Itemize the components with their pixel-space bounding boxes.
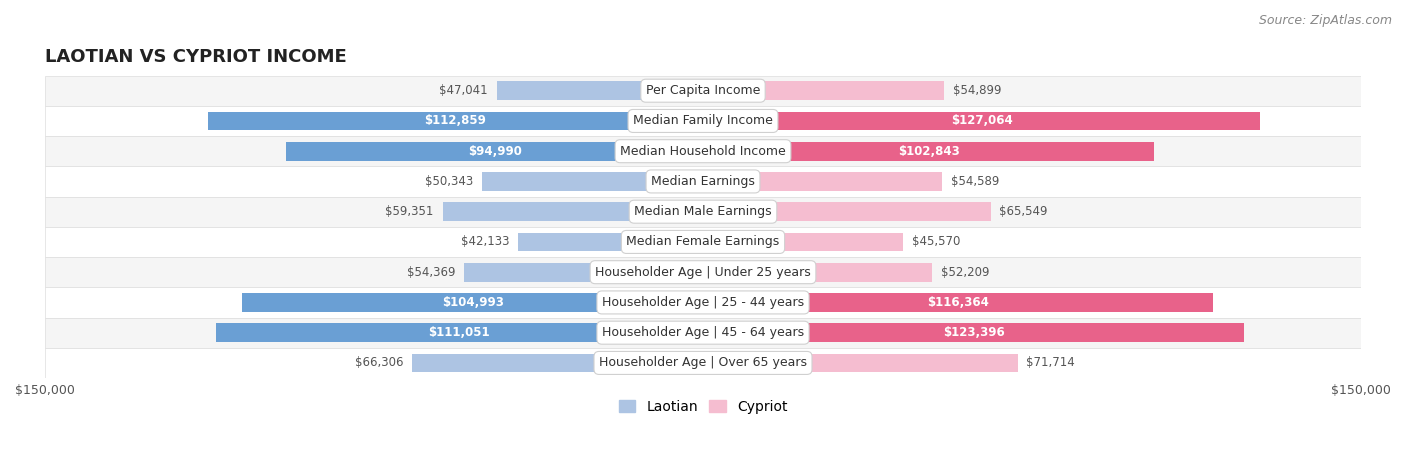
Bar <box>482 172 703 191</box>
Text: $50,343: $50,343 <box>425 175 474 188</box>
Text: Householder Age | 25 - 44 years: Householder Age | 25 - 44 years <box>602 296 804 309</box>
FancyBboxPatch shape <box>45 287 1361 318</box>
Text: Median Family Income: Median Family Income <box>633 114 773 127</box>
Text: Median Male Earnings: Median Male Earnings <box>634 205 772 218</box>
Text: Median Female Earnings: Median Female Earnings <box>627 235 779 248</box>
Bar <box>703 142 1154 161</box>
Text: $104,993: $104,993 <box>441 296 503 309</box>
Text: $123,396: $123,396 <box>943 326 1004 339</box>
Text: Source: ZipAtlas.com: Source: ZipAtlas.com <box>1258 14 1392 27</box>
Bar <box>287 142 703 161</box>
Bar <box>703 112 1260 130</box>
Text: $71,714: $71,714 <box>1026 356 1076 369</box>
Text: $42,133: $42,133 <box>461 235 509 248</box>
Bar <box>703 354 1018 372</box>
Text: $94,990: $94,990 <box>468 145 522 158</box>
Text: $47,041: $47,041 <box>439 84 488 97</box>
FancyBboxPatch shape <box>45 348 1361 378</box>
Legend: Laotian, Cypriot: Laotian, Cypriot <box>613 395 793 419</box>
Text: LAOTIAN VS CYPRIOT INCOME: LAOTIAN VS CYPRIOT INCOME <box>45 48 347 66</box>
Bar <box>519 233 703 251</box>
Bar <box>703 263 932 282</box>
Text: $45,570: $45,570 <box>911 235 960 248</box>
Text: Per Capita Income: Per Capita Income <box>645 84 761 97</box>
Text: Householder Age | Over 65 years: Householder Age | Over 65 years <box>599 356 807 369</box>
Bar <box>703 323 1244 342</box>
Text: $65,549: $65,549 <box>1000 205 1047 218</box>
FancyBboxPatch shape <box>45 76 1361 106</box>
Bar <box>464 263 703 282</box>
Bar <box>242 293 703 312</box>
Bar <box>703 172 942 191</box>
Text: $54,589: $54,589 <box>952 175 1000 188</box>
FancyBboxPatch shape <box>45 318 1361 348</box>
Bar <box>208 112 703 130</box>
Text: $52,209: $52,209 <box>941 266 990 279</box>
FancyBboxPatch shape <box>45 197 1361 227</box>
FancyBboxPatch shape <box>45 166 1361 197</box>
Bar <box>215 323 703 342</box>
Text: Median Household Income: Median Household Income <box>620 145 786 158</box>
FancyBboxPatch shape <box>45 106 1361 136</box>
Bar <box>703 81 943 100</box>
FancyBboxPatch shape <box>45 227 1361 257</box>
Text: Householder Age | 45 - 64 years: Householder Age | 45 - 64 years <box>602 326 804 339</box>
Text: $116,364: $116,364 <box>928 296 990 309</box>
Text: $66,306: $66,306 <box>354 356 404 369</box>
Text: $54,369: $54,369 <box>408 266 456 279</box>
FancyBboxPatch shape <box>45 136 1361 166</box>
Text: $102,843: $102,843 <box>897 145 959 158</box>
Bar <box>412 354 703 372</box>
Text: $59,351: $59,351 <box>385 205 434 218</box>
Text: $111,051: $111,051 <box>429 326 491 339</box>
Bar <box>703 202 991 221</box>
Bar <box>443 202 703 221</box>
Text: $54,899: $54,899 <box>953 84 1001 97</box>
Bar <box>496 81 703 100</box>
FancyBboxPatch shape <box>45 257 1361 287</box>
Bar <box>703 293 1213 312</box>
Text: Householder Age | Under 25 years: Householder Age | Under 25 years <box>595 266 811 279</box>
Text: $127,064: $127,064 <box>950 114 1012 127</box>
Text: $112,859: $112,859 <box>425 114 486 127</box>
Bar <box>703 233 903 251</box>
Text: Median Earnings: Median Earnings <box>651 175 755 188</box>
